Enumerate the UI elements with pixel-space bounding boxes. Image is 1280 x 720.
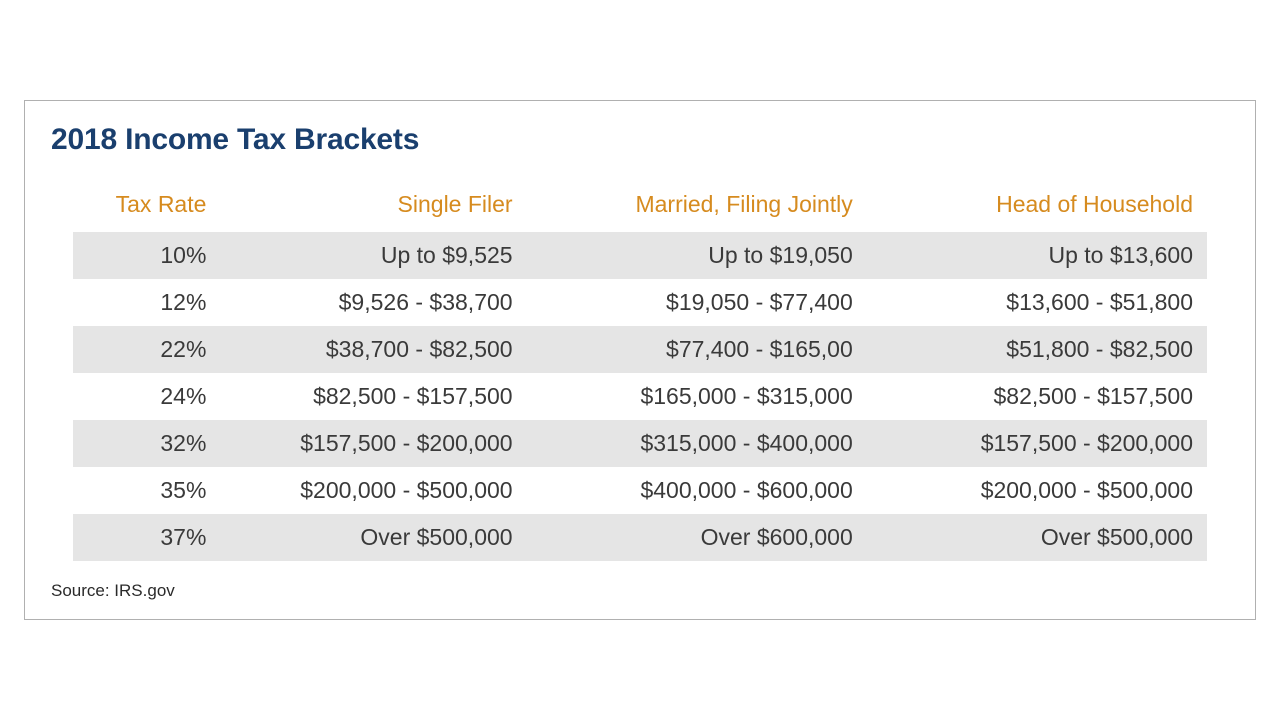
- table-row: 22% $38,700 - $82,500 $77,400 - $165,00 …: [73, 326, 1207, 373]
- cell-head: Over $500,000: [867, 514, 1207, 561]
- table-container: Tax Rate Single Filer Married, Filing Jo…: [51, 181, 1229, 561]
- cell-married: $400,000 - $600,000: [527, 467, 867, 514]
- cell-single: $82,500 - $157,500: [220, 373, 526, 420]
- page-title: 2018 Income Tax Brackets: [51, 123, 1229, 157]
- col-header-single: Single Filer: [220, 181, 526, 232]
- table-row: 32% $157,500 - $200,000 $315,000 - $400,…: [73, 420, 1207, 467]
- cell-single: $9,526 - $38,700: [220, 279, 526, 326]
- cell-rate: 22%: [73, 326, 220, 373]
- cell-rate: 10%: [73, 232, 220, 279]
- table-row: 12% $9,526 - $38,700 $19,050 - $77,400 $…: [73, 279, 1207, 326]
- cell-head: $51,800 - $82,500: [867, 326, 1207, 373]
- cell-rate: 35%: [73, 467, 220, 514]
- table-header-row: Tax Rate Single Filer Married, Filing Jo…: [73, 181, 1207, 232]
- cell-single: Over $500,000: [220, 514, 526, 561]
- cell-head: $200,000 - $500,000: [867, 467, 1207, 514]
- cell-married: $19,050 - $77,400: [527, 279, 867, 326]
- cell-single: $157,500 - $200,000: [220, 420, 526, 467]
- cell-head: Up to $13,600: [867, 232, 1207, 279]
- cell-rate: 12%: [73, 279, 220, 326]
- table-row: 24% $82,500 - $157,500 $165,000 - $315,0…: [73, 373, 1207, 420]
- cell-married: $77,400 - $165,00: [527, 326, 867, 373]
- cell-head: $82,500 - $157,500: [867, 373, 1207, 420]
- cell-married: $165,000 - $315,000: [527, 373, 867, 420]
- cell-married: Up to $19,050: [527, 232, 867, 279]
- tax-brackets-table: Tax Rate Single Filer Married, Filing Jo…: [73, 181, 1207, 561]
- tax-brackets-panel: 2018 Income Tax Brackets Tax Rate Single…: [24, 100, 1256, 620]
- cell-head: $157,500 - $200,000: [867, 420, 1207, 467]
- cell-rate: 37%: [73, 514, 220, 561]
- cell-head: $13,600 - $51,800: [867, 279, 1207, 326]
- table-row: 10% Up to $9,525 Up to $19,050 Up to $13…: [73, 232, 1207, 279]
- col-header-household: Head of Household: [867, 181, 1207, 232]
- col-header-tax-rate: Tax Rate: [73, 181, 220, 232]
- cell-single: Up to $9,525: [220, 232, 526, 279]
- cell-single: $200,000 - $500,000: [220, 467, 526, 514]
- source-text: Source: IRS.gov: [51, 581, 1229, 601]
- col-header-married: Married, Filing Jointly: [527, 181, 867, 232]
- table-row: 35% $200,000 - $500,000 $400,000 - $600,…: [73, 467, 1207, 514]
- cell-married: $315,000 - $400,000: [527, 420, 867, 467]
- cell-single: $38,700 - $82,500: [220, 326, 526, 373]
- cell-married: Over $600,000: [527, 514, 867, 561]
- table-row: 37% Over $500,000 Over $600,000 Over $50…: [73, 514, 1207, 561]
- cell-rate: 24%: [73, 373, 220, 420]
- cell-rate: 32%: [73, 420, 220, 467]
